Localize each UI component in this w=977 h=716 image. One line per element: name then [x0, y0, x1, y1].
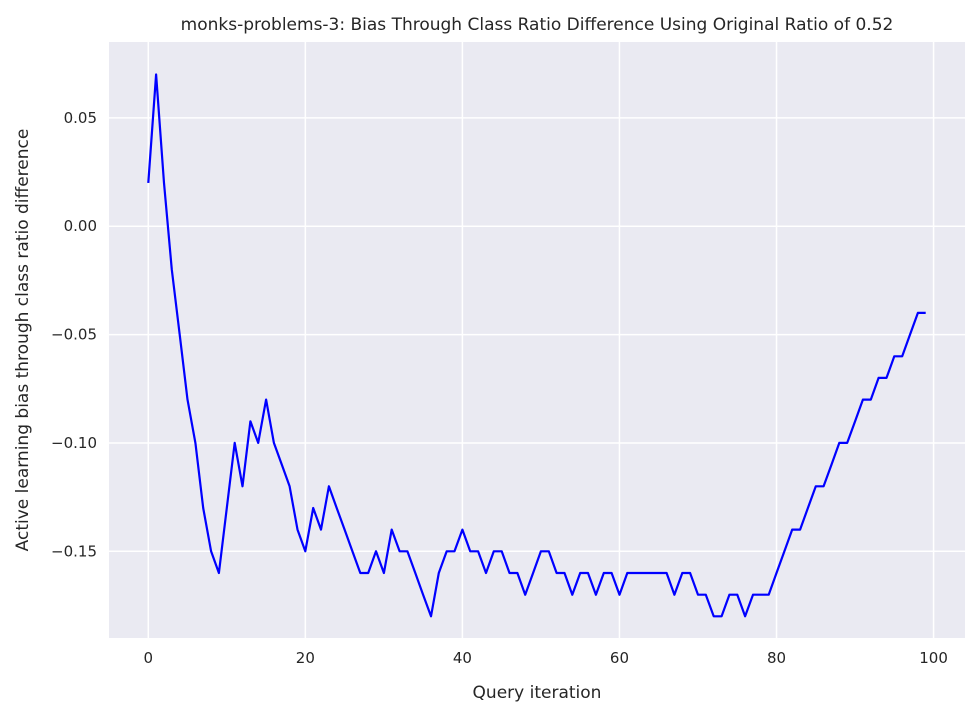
x-tick-label: 60 — [610, 649, 629, 667]
x-tick-labels: 0 20 40 60 80 100 — [143, 649, 947, 667]
grid-lines — [109, 42, 965, 638]
y-tick-label: 0.05 — [64, 109, 97, 127]
plot-background — [109, 42, 965, 638]
y-tick-label: −0.10 — [51, 434, 97, 452]
series-line — [147, 73, 926, 618]
y-axis-title: Active learning bias through class ratio… — [13, 129, 33, 552]
x-tick-label: 80 — [767, 649, 786, 667]
y-tick-label: −0.15 — [51, 542, 97, 560]
y-tick-label: −0.05 — [51, 326, 97, 344]
y-tick-label: 0.00 — [64, 217, 97, 235]
x-tick-label: 0 — [143, 649, 153, 667]
x-axis-title: Query iteration — [473, 683, 602, 703]
chart-title: monks-problems-3: Bias Through Class Rat… — [181, 15, 894, 35]
x-tick-label: 40 — [453, 649, 472, 667]
y-tick-labels: 0.05 0.00 −0.05 −0.10 −0.15 — [51, 109, 97, 560]
x-tick-label: 20 — [296, 649, 315, 667]
x-tick-label: 100 — [919, 649, 948, 667]
